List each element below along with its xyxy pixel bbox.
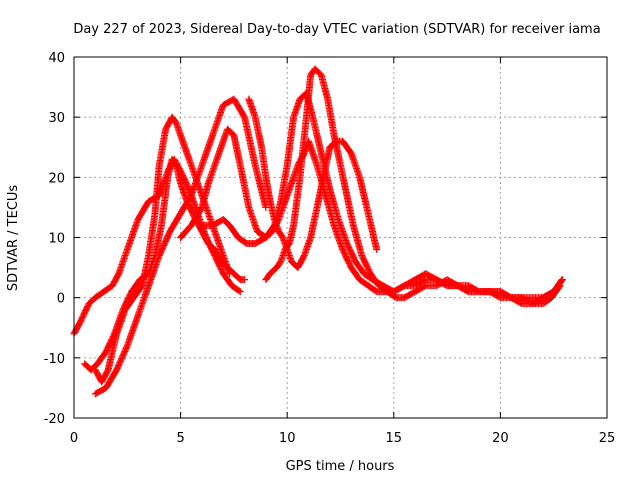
series-pass-3 (81, 155, 249, 374)
data-point (241, 276, 249, 284)
y-axis-title: SDTVAR / TECUs (6, 185, 21, 292)
data-point (557, 277, 565, 285)
plot-frame (73, 56, 608, 419)
data-point (235, 287, 243, 295)
data-point (558, 276, 566, 284)
x-tick-label: 5 (176, 431, 184, 446)
data-points (70, 65, 566, 398)
data-point (236, 288, 244, 296)
x-tick-label: 10 (279, 431, 296, 446)
y-tick-label: -10 (44, 352, 65, 367)
data-point (373, 246, 381, 254)
series-pass-7 (262, 65, 566, 308)
x-tick-label: 20 (492, 431, 509, 446)
y-tick-label: -20 (44, 412, 65, 427)
x-tick-label: 15 (386, 431, 403, 446)
chart-title: Day 227 of 2023, Sidereal Day-to-day VTE… (73, 22, 600, 37)
y-tick-label: 20 (48, 171, 65, 186)
x-axis-title: GPS time / hours (286, 459, 395, 474)
series-pass-8 (245, 95, 381, 272)
x-tick-label: 25 (599, 431, 616, 446)
y-tick-label: 30 (48, 111, 65, 126)
y-tick-label: 0 (57, 292, 65, 307)
y-tick-label: 40 (48, 51, 65, 66)
series-pass-2 (91, 113, 234, 386)
series-pass-4 (91, 95, 270, 398)
x-tick-label: 0 (70, 431, 78, 446)
y-tick-label: 10 (48, 232, 65, 247)
